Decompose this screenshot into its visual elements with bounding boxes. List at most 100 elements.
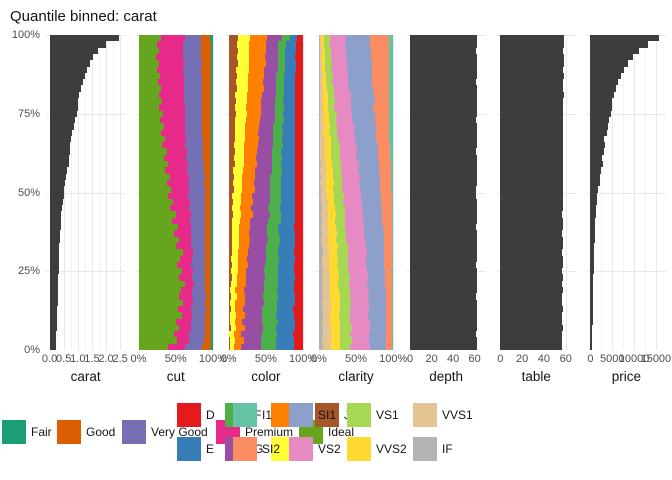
bar-segment-vvs1 [322,280,330,288]
bar [500,79,564,86]
bar [49,123,74,130]
stacked-bar [318,161,394,168]
bar-segment-vs2 [338,135,356,143]
bar [410,91,477,99]
bar-segment-vs1 [329,116,336,124]
bar-segment-if [318,47,320,54]
bar-segment-vs1 [332,186,342,193]
bar-segment-j [228,224,232,231]
stacked-bar [138,41,213,48]
bar-segment-if [318,211,322,218]
stacked-bar [138,154,213,162]
x-axis-tick-label: 20 [425,353,438,365]
bar-segment-j [228,41,237,48]
bar-segment-si1 [358,179,380,187]
bar-segment-i1 [390,148,394,155]
bar [410,179,477,187]
stacked-bar [228,123,304,130]
bar-segment-i [236,79,248,86]
bar-segment-vs2 [330,53,346,61]
panel-plot-color [226,35,306,350]
bar-segment-vvs2 [326,167,333,174]
bar-segment-very-good [192,299,206,306]
bar-segment-d [293,331,304,338]
stacked-bar [138,148,213,155]
bar-segment-i1 [390,161,394,168]
bar-segment-e [282,129,295,136]
bar-segment-i1 [392,249,394,256]
bar-segment-ideal [138,116,161,124]
bar-segment-i1 [392,287,394,294]
bar-segment-ideal [138,186,172,193]
stacked-bar [318,255,394,262]
bar-segment-very-good [189,331,206,338]
bar-segment-ideal [138,261,178,269]
stacked-bar [318,324,394,332]
bar-segment-e [277,280,295,288]
bar-segment-vvs1 [320,110,324,117]
bar-segment-vvs2 [323,98,328,105]
stacked-bar [318,79,394,86]
stacked-bar [228,154,304,162]
bar-segment-fair [210,72,213,80]
bar-segment-good [204,173,212,180]
bar-segment-ideal [138,154,164,162]
bar [49,230,61,237]
stacked-bar [228,161,304,168]
legend-swatch-d [177,403,201,427]
bar-segment-si2 [384,249,393,256]
stacked-bar [318,173,394,180]
bar-segment-h [236,324,245,332]
bar [49,154,70,162]
bar-segment-j [228,249,232,256]
bar-segment-vvs2 [326,192,335,199]
bar-segment-if [318,98,320,105]
bar-segment-d [295,60,304,67]
bar-segment-vvs1 [321,205,328,212]
bar-segment-i [233,211,242,218]
bar-segment-j [228,274,232,281]
bar-segment-vvs2 [331,324,340,332]
stacked-bar [138,318,213,325]
bar [500,47,564,54]
bar-segment-i [236,98,247,105]
bar-segment-si1 [349,85,374,92]
bar-segment-si1 [369,287,386,294]
bar-segment-g [240,343,261,350]
bar [410,123,477,130]
stacked-bar [138,116,213,124]
bar-segment-si1 [365,255,385,262]
bar-segment-vs1 [323,41,330,48]
legend-swatch-good [57,420,81,444]
bar-segment-vvs2 [327,217,336,225]
bar-segment-si1 [357,148,379,155]
legend-label: SI1 [318,408,337,422]
bar-segment-ideal [138,242,176,250]
bar [500,312,563,319]
bar-segment-si2 [385,324,393,332]
bar-segment-vvs1 [319,98,324,105]
bar-segment-ideal [138,255,181,262]
bar-segment-f [265,255,280,262]
x-axis-depth: 0 20 40 60 [407,352,486,367]
stacked-bar [138,47,213,54]
bar-segment-si1 [358,167,380,174]
bar-segment-f [271,161,282,168]
stacked-bar [318,198,394,206]
bar-segment-g [265,60,278,67]
stacked-bar [138,179,213,187]
stacked-bar [228,305,304,313]
bar-segment-f [270,186,281,193]
bar-segment-e [277,261,295,269]
bar-segment-i1 [390,173,394,180]
bar-segment-vvs2 [326,161,333,168]
bar [590,305,593,313]
bar-segment-good [205,318,212,325]
bar-segment-si2 [372,60,390,67]
stacked-bar [228,318,304,325]
bar [49,305,58,313]
bar-segment-j [228,236,232,243]
bar-segment-si2 [371,66,389,73]
bar [590,343,593,350]
bar [410,242,477,250]
